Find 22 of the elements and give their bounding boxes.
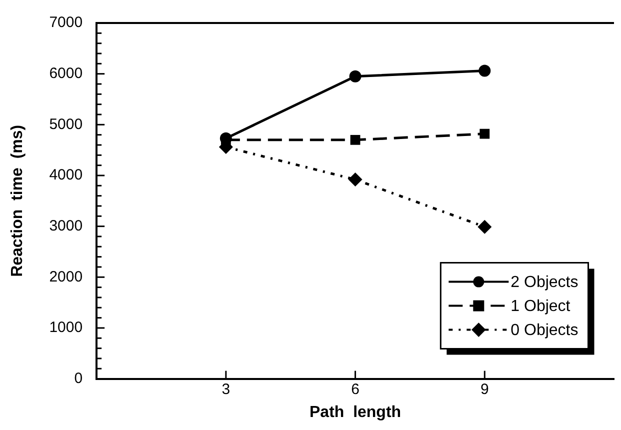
y-tick-label: 2000 <box>49 268 83 286</box>
y-tick-label: 5000 <box>49 116 83 133</box>
point <box>349 70 362 82</box>
y-tick-label: 0 <box>74 370 83 387</box>
x-axis-title: Path length <box>310 404 402 421</box>
x-tick-label: 9 <box>480 380 489 398</box>
x-tick-label: 6 <box>351 380 360 398</box>
point <box>480 128 490 139</box>
point <box>478 64 491 77</box>
legend-label: 1 Object <box>510 298 571 316</box>
x-tick-label: 3 <box>222 380 230 398</box>
y-tick-label: 3000 <box>49 217 83 234</box>
y-tick-label: 4000 <box>49 166 83 184</box>
y-axis-title: Reaction time (ms) <box>9 124 26 277</box>
point <box>478 220 492 234</box>
y-tick-label: 1000 <box>49 319 83 336</box>
legend-label: 2 Objects <box>510 274 578 292</box>
point <box>348 172 362 187</box>
point <box>350 134 360 145</box>
y-tick-label: 7000 <box>49 14 83 32</box>
legend-label: 0 Objects <box>510 322 578 340</box>
y-tick-label: 6000 <box>49 64 83 82</box>
